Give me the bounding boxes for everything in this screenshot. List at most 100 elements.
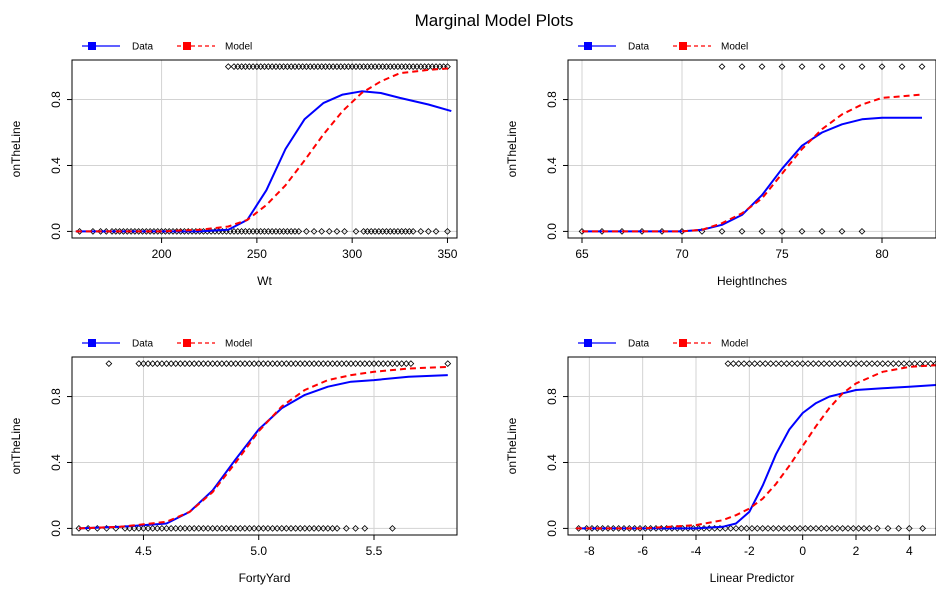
data-series-line [582,116,922,233]
observation-point [375,360,382,367]
observation-point [820,360,828,367]
observation-point [740,360,748,367]
observation-point [352,228,360,235]
y-axis-label: onTheLine [505,120,519,177]
observation-point [823,525,831,532]
observation-point [341,228,348,235]
observation-point [158,360,166,367]
observation-point [167,525,175,532]
y-axis-label: onTheLine [505,417,519,474]
legend: Data Model [82,42,252,53]
observation-point [224,63,232,70]
legend-model-marker [183,42,191,50]
observation-point [232,360,240,367]
observation-point [386,63,394,70]
observation-point [788,360,796,367]
observation-point [873,525,881,532]
legend-model-marker [183,339,191,347]
y-tick-label: 0.4 [545,454,559,471]
observation-point [895,360,903,367]
observation-point [364,63,371,70]
observation-point [276,63,284,70]
observation-point [847,360,855,367]
observation-point [264,525,272,532]
legend-data-marker [88,339,96,347]
legend-model-marker [679,339,687,347]
y-tick-label: 0.0 [49,223,63,240]
observation-point [140,360,147,367]
legend-model-label: Model [721,42,748,53]
observation-point [919,525,927,532]
observation-point [144,360,152,367]
observation-point [342,525,350,532]
observation-point [858,63,866,70]
observation-point [241,360,249,367]
observation-point [227,360,235,367]
observation-point [793,360,801,367]
observation-point [344,63,352,70]
observation-point [748,525,756,532]
observation-point [324,525,332,532]
observation-point [839,525,847,532]
observation-point [918,63,926,70]
observation-point [209,525,216,532]
observation-point [319,525,327,532]
observation-point [333,360,341,367]
observation-point [195,525,203,532]
observation-point [186,525,193,532]
observation-point [394,63,402,70]
observation-point [204,360,212,367]
x-tick-label: 5.0 [250,544,267,558]
observation-point [844,525,852,532]
observation-point [375,63,383,70]
observation-point [287,63,295,70]
observation-point [758,63,766,70]
observation-point [352,63,360,70]
observation-point [149,525,157,532]
observation-point [798,228,806,235]
observation-point [105,360,113,367]
observation-point [852,360,860,367]
observation-point [310,525,318,532]
observation-point [163,525,170,532]
observation-point [181,525,189,532]
observation-point [227,525,235,532]
observation-point [764,525,772,532]
y-tick-label: 0.8 [545,388,559,405]
x-tick-label: 80 [875,247,889,261]
observation-point [898,63,906,70]
observation-point [838,63,846,70]
observation-point [841,360,849,367]
x-tick-label: 350 [437,247,457,261]
series-lines [78,365,448,530]
legend: Data Model [578,339,748,350]
observation-point [236,360,244,367]
observation-point [318,228,326,235]
observation-point [761,360,769,367]
observation-point [283,525,290,532]
y-tick-label: 0.8 [545,91,559,108]
observation-points [75,360,452,532]
observation-point [153,525,161,532]
observation-point [283,360,290,367]
observation-point [366,360,373,367]
observation-point [738,63,746,70]
observation-point [432,228,440,235]
observation-point [250,525,258,532]
series-lines [582,93,923,233]
observation-point [838,228,846,235]
model-series-line [576,364,936,530]
observation-point [140,525,147,532]
panel-1: 200 250 300 350 0.0 0.4 0.8 Wt onTheLine Data Mode… [9,42,458,289]
observation-point [273,525,281,532]
data-series-line [78,374,448,530]
observation-point [785,525,793,532]
observation-point [181,360,189,367]
observation-point [791,525,799,532]
observation-point [367,63,375,70]
observation-point [900,360,908,367]
observation-point [296,360,304,367]
observation-point [329,525,336,532]
observation-point [144,525,152,532]
panel-3: 4.5 5.0 5.5 0.0 0.4 0.8 FortyYard onTheLine Data… [9,339,458,585]
